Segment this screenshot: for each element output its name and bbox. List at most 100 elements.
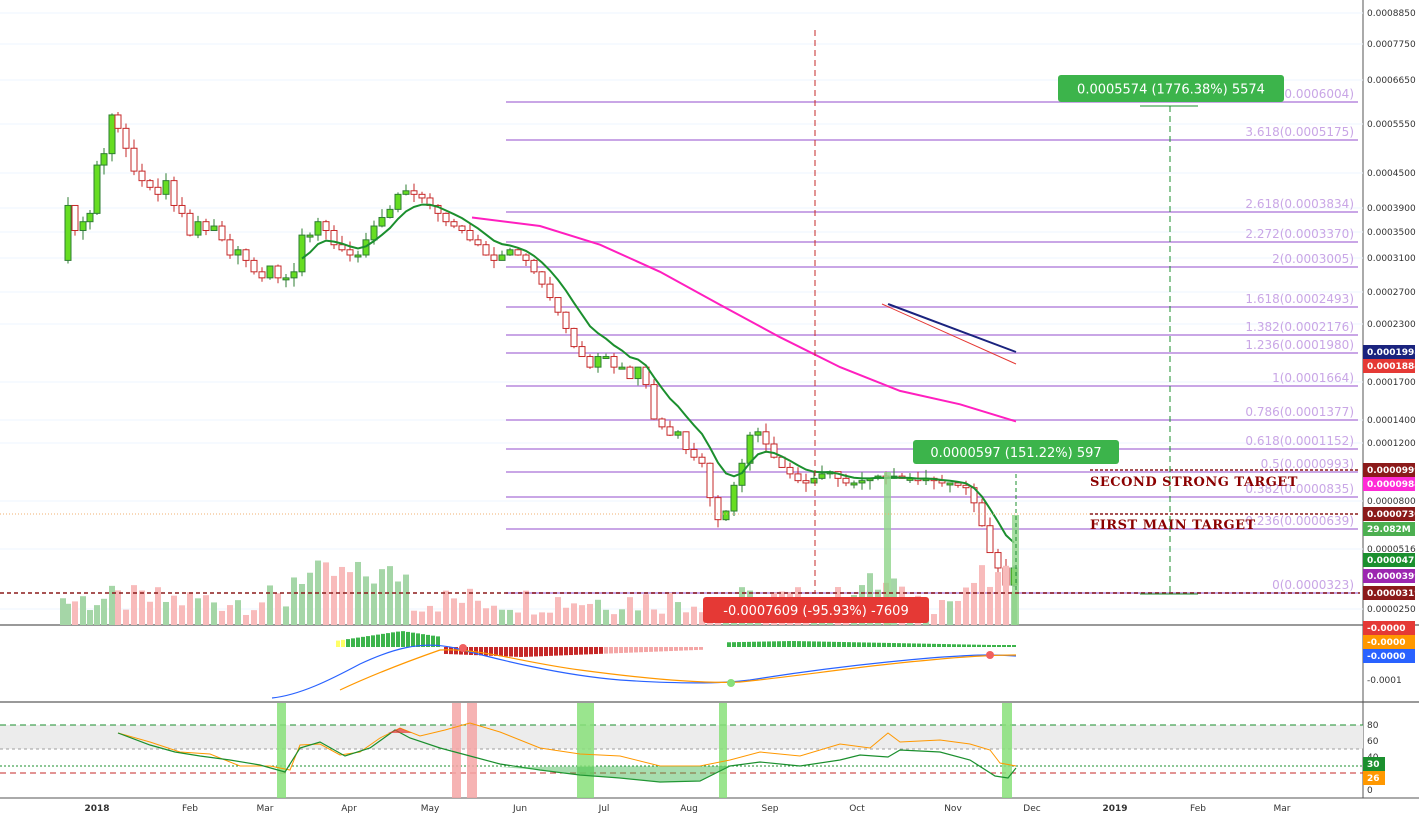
macd-bar bbox=[474, 647, 478, 656]
candle-body bbox=[71, 204, 79, 232]
candle-body bbox=[146, 180, 154, 188]
volume-bar bbox=[163, 601, 169, 625]
macd-bar bbox=[872, 642, 876, 647]
macd-bar bbox=[977, 644, 981, 647]
macd-bar bbox=[494, 647, 498, 656]
macd-bar bbox=[514, 647, 518, 657]
price-tag bbox=[1363, 586, 1415, 600]
volume-bar bbox=[971, 582, 977, 625]
macd-bar bbox=[987, 644, 991, 647]
price-tick-label: 0.0004500 bbox=[1367, 169, 1416, 179]
price-tag bbox=[1363, 569, 1415, 583]
price-tick-label: 0.0005550 bbox=[1367, 120, 1416, 130]
macd-bar bbox=[489, 647, 493, 656]
price-tag bbox=[1363, 507, 1415, 521]
price-tick-label: 0.0008850 bbox=[1367, 9, 1416, 19]
macd-bar bbox=[574, 647, 578, 655]
candle-body bbox=[842, 477, 850, 484]
macd-bar bbox=[619, 647, 623, 654]
candle-body bbox=[86, 212, 94, 223]
volume-bar bbox=[379, 569, 385, 625]
volume-bar bbox=[65, 603, 71, 625]
candle-body bbox=[178, 204, 186, 214]
candle-body bbox=[722, 510, 730, 521]
candle-body bbox=[234, 249, 242, 256]
macd-bar bbox=[967, 644, 971, 647]
macd-bar bbox=[752, 641, 756, 647]
volume-bar bbox=[299, 583, 305, 625]
price-tick-label: 0.0003900 bbox=[1367, 204, 1416, 214]
macd-bar bbox=[757, 641, 761, 647]
candle-body bbox=[114, 114, 122, 129]
macd-bar bbox=[449, 647, 453, 655]
price-tag bbox=[1363, 553, 1415, 567]
macd-bar bbox=[436, 636, 440, 647]
macd-bar bbox=[699, 647, 703, 650]
macd-bar bbox=[747, 641, 751, 647]
macd-bar bbox=[684, 647, 688, 651]
rsi-tick-label: 0 bbox=[1367, 786, 1373, 796]
volume-bar bbox=[94, 605, 100, 625]
macd-cross-dot bbox=[727, 679, 735, 687]
rsi-signal-bar bbox=[1002, 703, 1012, 798]
macd-tag bbox=[1363, 649, 1415, 663]
macd-bar bbox=[509, 647, 513, 657]
volume-bar bbox=[195, 598, 201, 625]
volume-bar bbox=[955, 600, 961, 625]
price-tag bbox=[1363, 477, 1415, 491]
price-tick-label: 0.0000516 bbox=[1367, 545, 1416, 555]
rsi-tag bbox=[1363, 757, 1385, 771]
volume-bar bbox=[187, 592, 193, 625]
volume-bar bbox=[931, 614, 937, 625]
volume-bar bbox=[491, 605, 497, 625]
rsi-tag-text: 30 bbox=[1367, 760, 1380, 770]
volume-bar bbox=[619, 609, 625, 625]
macd-bar bbox=[479, 647, 483, 656]
volume-bar bbox=[115, 590, 121, 625]
candle-body bbox=[602, 356, 610, 360]
candle-body bbox=[93, 164, 101, 214]
time-tick-label: Mar bbox=[1274, 804, 1291, 814]
volume-bar bbox=[947, 601, 953, 625]
candle-body bbox=[818, 473, 826, 479]
macd-bar bbox=[499, 647, 503, 657]
volume-bar bbox=[483, 608, 489, 625]
volume-bar bbox=[371, 583, 377, 625]
volume-bar bbox=[539, 612, 545, 625]
candle-body bbox=[108, 114, 116, 155]
candle-body bbox=[242, 249, 250, 261]
candle-body bbox=[258, 271, 266, 279]
macd-bar bbox=[847, 642, 851, 647]
rsi-oversold-fill bbox=[500, 766, 730, 782]
macd-bar bbox=[852, 642, 856, 647]
macd-bar bbox=[669, 647, 673, 652]
rsi-signal-bar bbox=[452, 703, 461, 798]
macd-bar bbox=[416, 633, 420, 647]
macd-bar bbox=[366, 636, 370, 647]
price-tag-text: 0.0000984 bbox=[1367, 480, 1419, 490]
trend-line-blue bbox=[887, 303, 1017, 353]
candle-body bbox=[386, 208, 394, 218]
macd-bar bbox=[1012, 645, 1016, 647]
macd-bar bbox=[762, 641, 766, 647]
candle-body bbox=[802, 480, 810, 484]
macd-bar bbox=[742, 641, 746, 647]
candle-body bbox=[226, 239, 234, 256]
macd-bar bbox=[371, 635, 375, 647]
volume-bar bbox=[939, 600, 945, 625]
macd-bar bbox=[797, 641, 801, 647]
rsi-tag bbox=[1363, 771, 1385, 785]
macd-bar bbox=[862, 642, 866, 647]
price-tick-label: 0.0000800 bbox=[1367, 497, 1416, 507]
rsi-tick-label: 80 bbox=[1367, 721, 1379, 731]
price-tick-label: 0.0001700 bbox=[1367, 378, 1416, 388]
macd-bar bbox=[649, 647, 653, 652]
macd-bar bbox=[406, 631, 410, 647]
candle-body bbox=[994, 552, 1002, 569]
measurement-badge bbox=[703, 597, 929, 623]
volume-bar bbox=[235, 600, 241, 625]
time-tick-label: Jun bbox=[512, 804, 527, 814]
candle-body bbox=[322, 221, 330, 232]
